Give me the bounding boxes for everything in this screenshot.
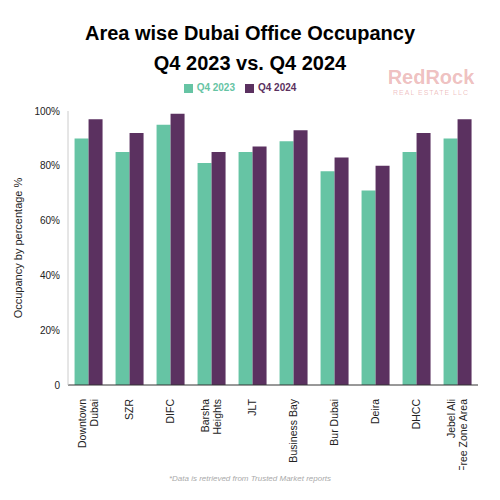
html-text:Q4 2023 vs. Q4 2024: Q4 2023 vs. Q4 2024	[153, 52, 347, 74]
svg-text:DowntownDubai: DowntownDubai	[76, 399, 100, 448]
svg-text:100%: 100%	[34, 106, 60, 117]
svg-text:DHCC: DHCC	[410, 399, 422, 430]
svg-text:SZR: SZR	[123, 399, 135, 420]
svg-text:20%: 20%	[40, 325, 60, 336]
html-text:Area wise Dubai Office Occupan: Area wise Dubai Office Occupancy	[84, 22, 416, 44]
svg-text:Occupancy by percentage %: Occupancy by percentage %	[12, 177, 24, 318]
html-text:REAL ESTATE LLC: REAL ESTATE LLC	[393, 89, 469, 96]
svg-text:Deira: Deira	[369, 399, 381, 424]
svg-text:Business Bay: Business Bay	[287, 398, 299, 462]
svg-text:80%: 80%	[40, 160, 60, 171]
html-text:RedRock: RedRock	[387, 66, 475, 88]
svg-text:BarshaHeights: BarshaHeights	[199, 399, 223, 435]
svg-text:Jebel AliFree Zone Area: Jebel AliFree Zone Area	[445, 399, 469, 470]
svg-text:40%: 40%	[40, 270, 60, 281]
html-text:Q4 2024: Q4 2024	[258, 82, 297, 93]
svg-text:Bur Dubai: Bur Dubai	[328, 399, 340, 446]
svg-text:60%: 60%	[40, 215, 60, 226]
svg-text:0: 0	[54, 380, 60, 391]
svg-text:DIFC: DIFC	[164, 399, 176, 424]
html-text:Q4 2023: Q4 2023	[196, 82, 235, 93]
svg-text:JLT: JLT	[246, 398, 258, 415]
html-text:*Data is retrieved from Truste: *Data is retrieved from Trusted Market r…	[168, 474, 332, 483]
